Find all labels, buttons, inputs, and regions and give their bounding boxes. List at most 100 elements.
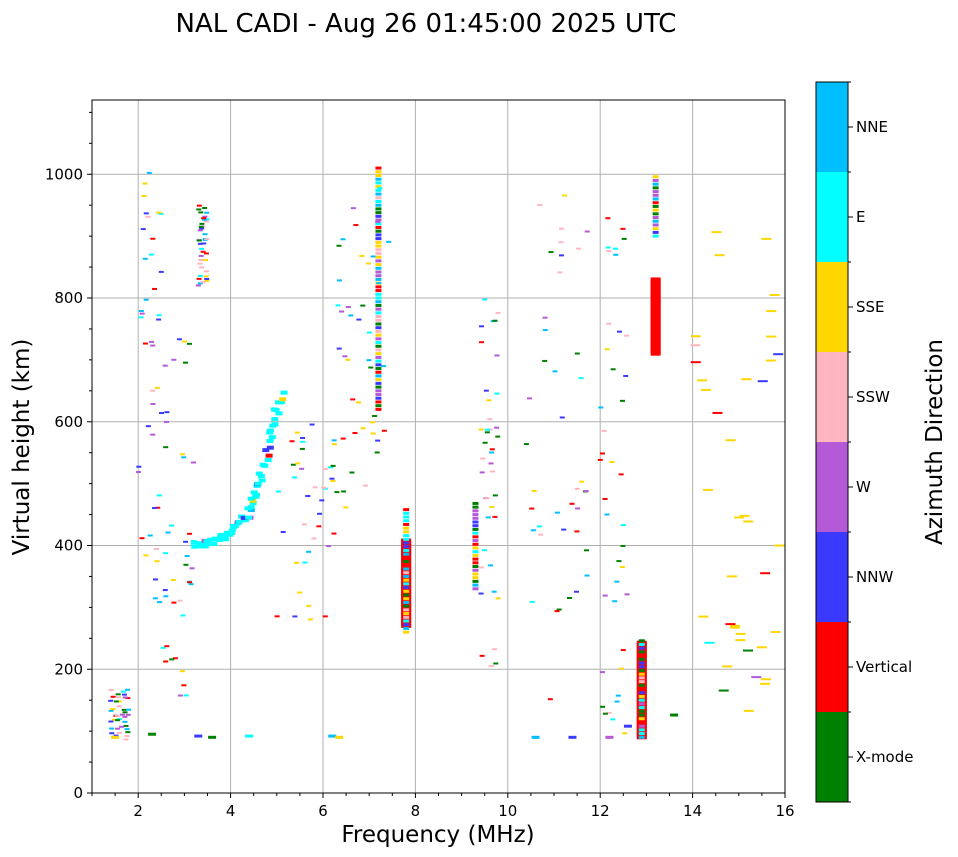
- echo-dash: [494, 354, 500, 357]
- echo-dash: [403, 604, 410, 608]
- echo-dash: [760, 678, 771, 681]
- echo-dash: [638, 732, 645, 736]
- echo-dash: [489, 451, 495, 454]
- echo-dash: [652, 182, 659, 186]
- echo-dash: [189, 567, 195, 570]
- echo-dash: [375, 244, 382, 248]
- echo-dash: [349, 471, 355, 474]
- echo-dash: [403, 600, 410, 604]
- echo-dash: [119, 725, 125, 728]
- x-axis: 2 4 6 8 10 12 14 16: [91, 793, 795, 820]
- y-axis-label: Virtual height (km): [9, 339, 35, 556]
- echo-dash: [619, 565, 625, 568]
- echo-dash: [203, 542, 211, 547]
- echo-dash: [375, 173, 382, 177]
- echo-dash: [482, 298, 488, 301]
- echo-dash: [761, 237, 772, 240]
- echo-dash: [700, 388, 711, 391]
- echo-dash: [201, 242, 207, 245]
- echo-dash: [472, 524, 479, 528]
- echo-dash: [561, 528, 567, 531]
- echo-dash: [328, 734, 337, 738]
- echo-dash: [370, 421, 376, 424]
- echo-dash: [245, 734, 254, 738]
- echo-dash: [638, 702, 645, 706]
- echo-dash: [493, 662, 499, 665]
- echo-dash: [135, 470, 141, 473]
- echo-dash: [145, 215, 151, 218]
- x-tick-label: 12: [591, 802, 610, 820]
- echo-dash: [562, 194, 568, 197]
- echo-dash: [602, 497, 608, 500]
- echo-dash: [495, 597, 501, 600]
- echo-dash: [229, 524, 237, 529]
- echo-dash: [472, 509, 479, 513]
- echo-dash: [265, 453, 273, 458]
- echo-dash: [375, 307, 382, 311]
- echo-dash: [115, 693, 121, 696]
- y-tick-label: 200: [54, 660, 83, 678]
- echo-dash: [375, 203, 382, 207]
- echo-dash: [472, 535, 479, 539]
- echo-dash: [375, 255, 382, 259]
- echo-dash: [739, 514, 750, 517]
- echo-dash: [299, 467, 305, 470]
- echo-dash: [537, 204, 543, 207]
- echo-dash: [472, 527, 479, 531]
- echo-dash: [375, 378, 382, 382]
- echo-dash: [375, 233, 382, 237]
- echo-dash: [569, 502, 575, 505]
- echo-dash: [638, 717, 645, 721]
- echo-dash: [116, 731, 122, 734]
- echo-dash: [638, 650, 645, 654]
- echo-dash: [191, 544, 199, 549]
- echo-dash: [624, 593, 630, 596]
- echo-dash: [148, 732, 157, 736]
- echo-dash: [690, 361, 701, 364]
- echo-dash: [606, 322, 612, 325]
- echo-dash: [638, 713, 645, 717]
- echo-dash: [114, 719, 120, 722]
- echo-dash: [375, 439, 381, 442]
- echo-dash: [203, 220, 209, 223]
- echo-dash: [670, 713, 679, 717]
- echo-dash: [712, 411, 723, 414]
- echo-dash: [652, 201, 659, 205]
- x-axis-label: Frequency (MHz): [341, 822, 534, 848]
- echo-dash: [301, 523, 307, 526]
- echo-dash: [487, 418, 493, 421]
- echo-dash: [403, 593, 410, 597]
- echo-dash: [375, 170, 382, 174]
- echo-dash: [610, 718, 616, 721]
- echo-dash: [638, 672, 645, 676]
- echo-dash: [322, 615, 328, 618]
- echo-dash: [548, 251, 554, 254]
- echo-dash: [529, 600, 535, 603]
- echo-dash: [375, 352, 382, 356]
- echo-dash: [257, 474, 265, 479]
- echo-dash: [160, 646, 166, 649]
- echo-dash: [574, 352, 580, 355]
- echo-dash: [331, 532, 337, 535]
- y-tick-label: 600: [54, 413, 83, 431]
- echo-dash: [194, 734, 203, 738]
- echo-dash: [613, 253, 619, 256]
- echo-dash: [183, 540, 189, 543]
- echo-dash: [489, 448, 495, 451]
- echo-dash: [638, 687, 645, 691]
- echo-dash: [366, 359, 372, 362]
- echo-dash: [203, 259, 209, 262]
- echo-dash: [122, 715, 128, 718]
- echo-dash: [638, 691, 645, 695]
- echo-dash: [722, 665, 733, 668]
- echo-dash: [375, 207, 382, 211]
- echo-dash: [492, 319, 498, 322]
- echo-dash: [650, 277, 661, 282]
- echo-dash: [638, 646, 645, 650]
- echo-dash: [652, 186, 659, 190]
- echo-dash: [279, 397, 287, 402]
- x-tick-label: 10: [498, 802, 517, 820]
- echo-dash: [306, 604, 312, 607]
- echo-dash: [322, 468, 328, 471]
- echo-dash: [472, 546, 479, 550]
